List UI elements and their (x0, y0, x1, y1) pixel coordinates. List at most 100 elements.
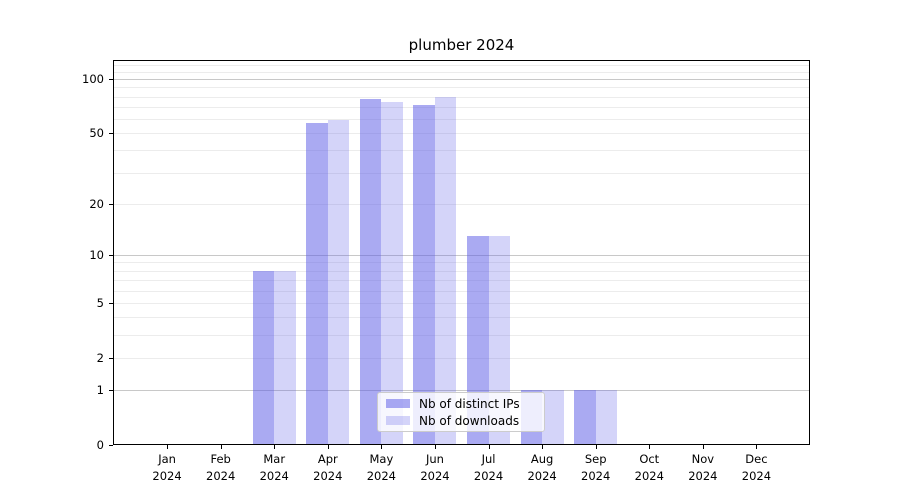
x-tick-label: Sep 2024 (566, 451, 626, 484)
legend-row-distinct-ips: Nb of distinct IPs (386, 395, 536, 412)
y-grid-minor (114, 302, 809, 304)
x-tick-mark (381, 445, 383, 449)
x-tick-mark (488, 445, 490, 449)
x-tick-mark (595, 445, 597, 449)
x-tick-label: Aug 2024 (512, 451, 572, 484)
y-grid-minor (114, 357, 809, 359)
bar-apr-distinct-ips (306, 122, 328, 444)
y-tick-mark (109, 357, 113, 359)
x-tick-label-year: 2024 (313, 468, 343, 483)
x-tick-label: Dec 2024 (726, 451, 786, 484)
y-grid-minor (114, 96, 809, 98)
x-tick-label-month: Feb (210, 452, 231, 466)
x-tick-label: Oct 2024 (619, 451, 679, 484)
y-grid-minor (114, 335, 809, 337)
bar-jul-downloads (488, 235, 511, 444)
y-grid-minor (114, 290, 809, 292)
y-grid-minor (114, 262, 809, 264)
y-grid-minor (114, 133, 809, 135)
x-tick-label-month: Oct (639, 452, 660, 466)
chart-title: plumber 2024 (408, 36, 515, 54)
x-tick-mark (649, 445, 651, 449)
plot-border (113, 60, 810, 445)
x-tick-label-month: Mar (263, 452, 286, 466)
x-tick-label-year: 2024 (527, 468, 557, 483)
x-tick-label: Apr 2024 (298, 451, 358, 484)
y-tick-label: 50 (89, 126, 104, 141)
legend-label-distinct-ips: Nb of distinct IPs (419, 396, 520, 411)
x-tick-label: Nov 2024 (673, 451, 733, 484)
y-tick-mark (109, 133, 113, 135)
x-tick-label-year: 2024 (581, 468, 611, 483)
y-grid-minor (114, 106, 809, 108)
y-tick-label: 100 (82, 72, 104, 86)
bar-sep-distinct-ips (574, 390, 596, 444)
bar-jun-downloads (434, 96, 457, 444)
y-grid-minor (114, 118, 809, 120)
x-tick-label-year: 2024 (473, 468, 504, 483)
x-tick-mark (167, 445, 169, 449)
legend: Nb of distinct IPs Nb of downloads (377, 392, 545, 432)
y-tick-mark (109, 390, 113, 392)
y-grid-major (114, 254, 809, 256)
x-tick-label-year: 2024 (420, 468, 450, 483)
x-tick-label-month: Jun (425, 452, 444, 466)
y-grid-major (114, 79, 809, 80)
y-tick-label: 5 (96, 295, 104, 310)
y-tick-mark (109, 203, 113, 205)
y-grid-minor (114, 150, 809, 152)
x-tick-label: Mar 2024 (244, 451, 304, 484)
x-tick-label-month: Jul (481, 452, 496, 466)
y-tick-label: 20 (89, 196, 104, 211)
x-tick-label-year: 2024 (741, 468, 772, 483)
y-tick-mark (109, 302, 113, 304)
x-tick-label: Jul 2024 (459, 451, 519, 484)
x-tick-label: Jun 2024 (405, 451, 465, 484)
bar-mar-distinct-ips (252, 270, 275, 444)
x-tick-label-month: Nov (691, 452, 715, 466)
y-grid-minor (114, 71, 809, 73)
y-tick-label: 2 (96, 350, 104, 365)
y-tick-label: 0 (96, 438, 104, 452)
bar-may-downloads (381, 101, 403, 444)
y-tick-mark (109, 79, 113, 80)
y-grid-major (114, 390, 809, 392)
x-tick-label-month: Apr (317, 452, 338, 466)
bar-apr-downloads (327, 120, 350, 444)
bar-sep-downloads (595, 390, 618, 444)
x-tick-label-year: 2024 (366, 468, 397, 483)
x-tick-mark (434, 445, 436, 449)
bar-mar-downloads (274, 270, 296, 444)
y-grid-minor (114, 203, 809, 205)
y-grid-minor (114, 87, 809, 89)
x-tick-label-month: Aug (530, 452, 554, 466)
y-tick-mark (109, 445, 113, 446)
x-tick-label-month: May (369, 452, 394, 466)
x-tick-mark (327, 445, 329, 449)
x-tick-mark (542, 445, 544, 449)
x-tick-label: Jan 2024 (137, 451, 197, 484)
y-grid-minor (114, 317, 809, 319)
y-grid-minor (114, 172, 809, 174)
legend-swatch-distinct-ips (386, 399, 410, 408)
bar-jun-distinct-ips (413, 104, 435, 444)
y-tick-mark (109, 254, 113, 256)
x-tick-label-year: 2024 (259, 468, 289, 483)
y-grid-minor (114, 64, 809, 66)
y-tick-label: 1 (96, 383, 104, 398)
bar-may-distinct-ips (359, 99, 382, 444)
x-tick-label: Feb 2024 (191, 451, 251, 484)
x-tick-label-year: 2024 (688, 468, 718, 483)
x-tick-label-month: Jan (158, 452, 176, 466)
legend-label-downloads: Nb of downloads (419, 413, 520, 428)
legend-swatch-downloads (386, 416, 410, 425)
x-tick-label-year: 2024 (206, 468, 236, 483)
x-tick-label-month: Dec (745, 452, 768, 466)
y-grid-minor (114, 280, 809, 282)
x-tick-mark (702, 445, 704, 449)
y-tick-label: 10 (89, 247, 104, 262)
x-tick-mark (274, 445, 276, 449)
bar-aug-downloads (542, 390, 564, 444)
x-tick-label: May 2024 (351, 451, 411, 484)
